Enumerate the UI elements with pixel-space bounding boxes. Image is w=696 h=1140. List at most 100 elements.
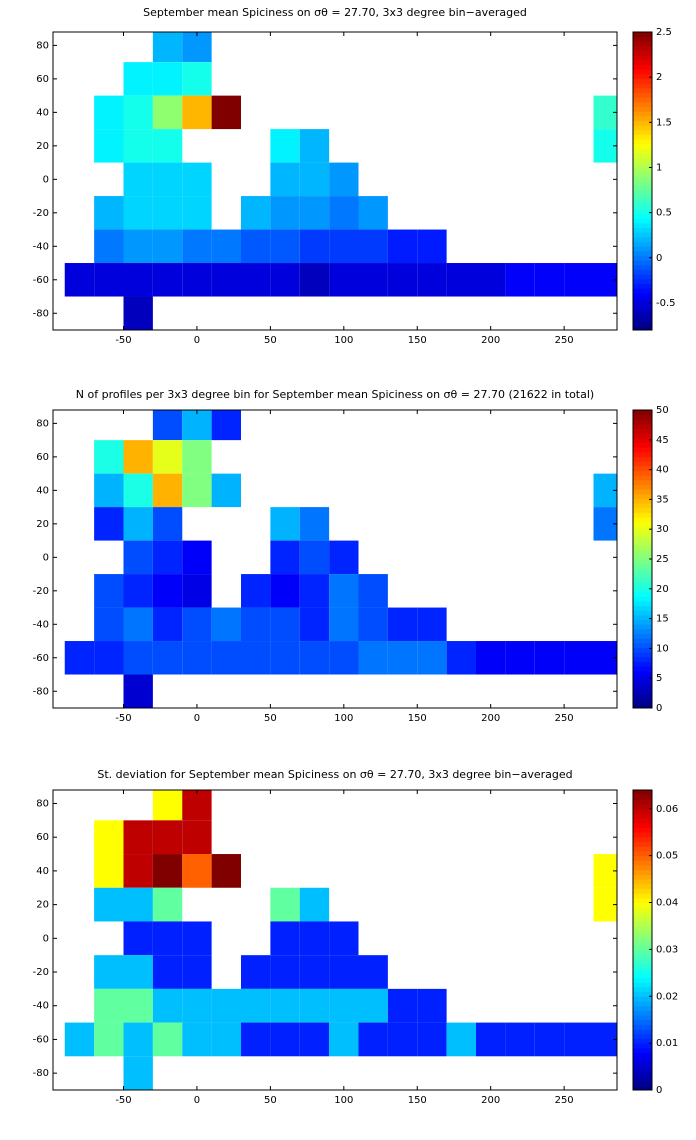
colorbar-swatch (633, 605, 652, 611)
colorbar-swatch (633, 638, 652, 644)
cell (211, 229, 241, 264)
colorbar-swatch (633, 1043, 652, 1049)
colorbar-swatch (633, 157, 652, 163)
cell (182, 62, 212, 96)
cell (505, 263, 535, 297)
colorbar-swatch (633, 535, 652, 541)
colorbar-swatch (633, 1038, 652, 1044)
colorbar-swatch (633, 684, 652, 690)
cell (94, 507, 124, 541)
cell (534, 641, 565, 675)
cell (64, 263, 95, 297)
cell (182, 440, 212, 474)
colorbar-swatch (633, 935, 652, 941)
cell (417, 988, 447, 1023)
panel: September mean Spiciness on σθ = 27.70, … (33, 6, 676, 346)
colorbar-swatch (633, 883, 652, 889)
colorbar-tick-label: 40 (656, 465, 669, 476)
colorbar-swatch (633, 689, 652, 695)
colorbar-tick-label: 15 (656, 614, 669, 625)
x-tick-label: 250 (555, 335, 574, 346)
colorbar-swatch (633, 199, 652, 205)
cell (387, 229, 418, 264)
colorbar-swatch (633, 531, 652, 537)
cell (64, 641, 95, 675)
x-tick-label: 0 (194, 335, 200, 346)
colorbar-swatch (633, 790, 652, 796)
colorbar-tick-label: 35 (656, 494, 669, 505)
cell (123, 1022, 153, 1057)
y-tick-label: 80 (36, 418, 49, 429)
cell (299, 955, 330, 989)
x-tick-label: 100 (334, 713, 353, 724)
cell (152, 921, 183, 956)
colorbar-swatch (633, 808, 652, 814)
cell (123, 162, 153, 197)
cell (182, 607, 212, 642)
colorbar-swatch (633, 963, 652, 969)
colorbar-swatch (633, 1029, 652, 1035)
cell (152, 32, 183, 63)
colorbar-swatch (633, 73, 652, 80)
y-tick-label: 20 (36, 141, 49, 152)
cell (476, 263, 506, 297)
cell (387, 988, 418, 1023)
colorbar-tick-label: 50 (656, 405, 669, 416)
cell (94, 820, 124, 855)
colorbar-swatch (633, 614, 652, 621)
cell (417, 263, 447, 297)
cell (270, 921, 300, 956)
colorbar-swatch (633, 264, 652, 270)
cell (358, 196, 388, 230)
colorbar-swatch (633, 577, 652, 583)
colorbar-swatch (633, 949, 652, 955)
colorbar-swatch (633, 479, 652, 485)
cell (94, 440, 124, 474)
colorbar-swatch (633, 498, 652, 504)
cell (123, 440, 153, 474)
y-tick-label: 0 (43, 552, 49, 563)
panel: St. deviation for September mean Spicine… (33, 768, 679, 1106)
colorbar-swatch (633, 36, 652, 42)
y-tick-label: 0 (43, 174, 49, 185)
colorbar-swatch (633, 55, 652, 61)
cell (123, 263, 153, 297)
colorbar-swatch (633, 297, 652, 303)
colorbar-swatch (633, 694, 652, 700)
colorbar-swatch (633, 982, 652, 988)
colorbar-swatch (633, 167, 652, 173)
colorbar-swatch (633, 1066, 652, 1072)
cell (211, 854, 241, 888)
x-tick-label: 50 (264, 713, 277, 724)
cell (182, 473, 212, 508)
cell (241, 1022, 271, 1057)
colorbar-swatch (633, 559, 652, 565)
colorbar-swatch (633, 850, 652, 857)
panel: N of profiles per 3x3 degree bin for Sep… (33, 388, 669, 724)
cell (329, 641, 359, 675)
colorbar-swatch (633, 129, 652, 135)
cell (152, 887, 183, 922)
cell (593, 507, 617, 541)
y-tick-label: 20 (36, 900, 49, 911)
cell (123, 641, 153, 675)
colorbar-swatch (633, 1024, 652, 1030)
colorbar-swatch (633, 1071, 652, 1077)
cell (446, 1022, 476, 1057)
cell (299, 574, 330, 608)
cell (270, 955, 300, 989)
colorbar-swatch (633, 836, 652, 843)
colorbar-swatch (633, 1019, 652, 1025)
cell (270, 641, 300, 675)
cell (329, 921, 359, 956)
colorbar-tick-label: 0.5 (656, 208, 672, 219)
cell (182, 540, 212, 575)
chart-title: St. deviation for September mean Spicine… (97, 768, 572, 781)
colorbar-swatch (633, 419, 652, 425)
cell (329, 988, 359, 1023)
cell (182, 988, 212, 1023)
cell (211, 1022, 241, 1057)
cell (593, 473, 617, 508)
colorbar-swatch (633, 1085, 652, 1091)
colorbar-swatch (633, 911, 652, 918)
